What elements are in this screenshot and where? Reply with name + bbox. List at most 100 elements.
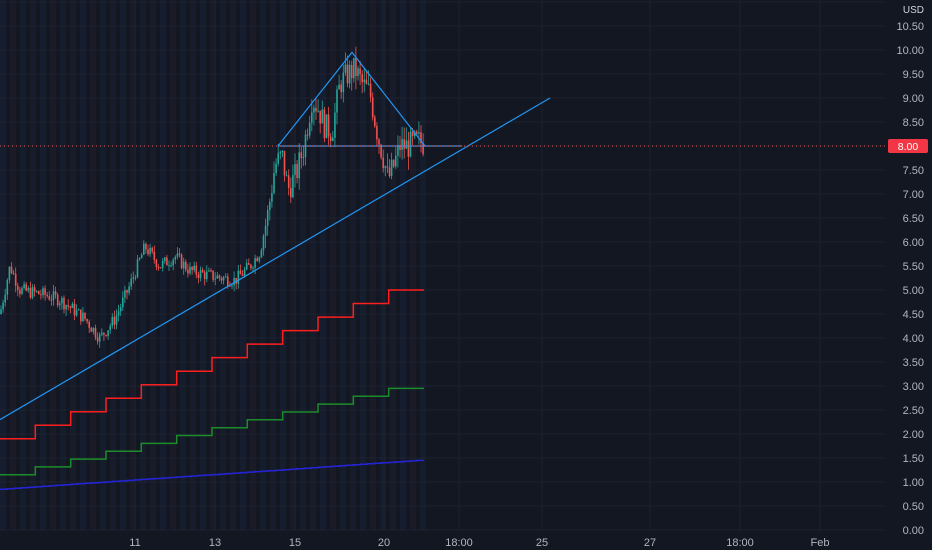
session-band — [330, 0, 336, 530]
candle-body — [2, 302, 4, 310]
candle-body — [113, 316, 116, 325]
candle-body — [77, 309, 80, 311]
candle-body — [31, 287, 34, 298]
candle-body — [201, 270, 204, 273]
candle-body — [271, 193, 273, 202]
session-band — [230, 0, 236, 530]
candle-body — [390, 159, 393, 176]
y-tick-label: 2.50 — [903, 405, 924, 417]
session-band — [420, 0, 426, 530]
y-tick-label: 3.50 — [903, 357, 924, 369]
x-tick-label: 18:00 — [445, 537, 473, 549]
candle-body — [323, 109, 326, 139]
session-band — [270, 0, 276, 530]
candle-body — [80, 309, 82, 322]
candle-body — [418, 132, 420, 134]
candle-body — [334, 112, 336, 138]
session-band — [400, 0, 406, 530]
price-badge-label: 8.00 — [898, 141, 919, 153]
candle-body — [298, 152, 300, 179]
session-band — [370, 0, 376, 530]
candle-body — [143, 243, 145, 255]
candle-body — [206, 271, 208, 280]
candle-body — [300, 152, 303, 159]
candle-body — [140, 254, 143, 259]
candle-body — [411, 131, 414, 137]
candle-body — [269, 201, 271, 211]
candle-body — [35, 291, 38, 293]
candle-body — [191, 266, 193, 271]
candle-body — [109, 325, 111, 331]
candle-body — [220, 277, 223, 281]
candle-body — [409, 131, 412, 157]
candle-body — [52, 291, 55, 300]
session-band — [210, 0, 216, 530]
candle-body — [277, 153, 279, 164]
session-band — [240, 0, 246, 530]
candle-body — [126, 290, 128, 293]
x-tick-label: 11 — [129, 537, 140, 549]
candle-body — [130, 278, 132, 287]
candle-body — [145, 243, 147, 250]
price-axis[interactable]: USD 0.00 0.50 1.00 1.50 2.00 2.50 3.00 3.50 4.00… — [886, 0, 932, 550]
triangle-pattern[interactable] — [277, 51, 426, 147]
candle-body — [180, 254, 183, 269]
candle-body — [172, 259, 174, 266]
session-band — [100, 0, 106, 530]
candle-body — [344, 64, 347, 73]
session-band — [0, 0, 6, 530]
candle-body — [294, 164, 296, 175]
candle-body — [166, 257, 168, 266]
session-band — [90, 0, 96, 530]
candle-body — [65, 305, 67, 310]
candle-body — [197, 274, 200, 278]
session-band — [130, 0, 136, 530]
candle-body — [313, 107, 315, 113]
candle-body — [264, 225, 267, 236]
candle-body — [231, 285, 233, 287]
x-tick-label: 15 — [289, 537, 301, 549]
candle-body — [340, 84, 342, 93]
candle-body — [94, 327, 97, 338]
candle-body — [218, 275, 221, 278]
candle-body — [82, 312, 84, 322]
candle-body — [357, 68, 359, 77]
candle-body — [248, 263, 250, 265]
y-tick-label: 0.00 — [903, 525, 924, 537]
y-tick-label: 3.00 — [903, 381, 924, 393]
x-tick-label: 25 — [536, 537, 548, 549]
time-axis[interactable]: 11 13 15 20 18:00 25 27 18:00 Feb — [129, 537, 829, 549]
y-tick-label: 6.00 — [903, 237, 924, 249]
candle-body — [193, 265, 195, 271]
candle-body — [105, 334, 107, 336]
candle-body — [153, 251, 156, 260]
candle-body — [237, 270, 240, 284]
trendline[interactable] — [0, 97, 551, 421]
session-band — [150, 0, 156, 530]
candle-body — [382, 157, 384, 169]
candle-body — [281, 150, 284, 152]
candle-body — [350, 64, 353, 79]
candle-body — [0, 309, 2, 314]
candle-body — [147, 249, 149, 255]
candle-body — [136, 259, 139, 278]
candle-body — [317, 110, 319, 112]
candle-body — [266, 210, 269, 226]
candle-body — [21, 288, 23, 294]
session-band — [250, 0, 256, 530]
y-tick-label: 2.00 — [903, 429, 924, 441]
candle-body — [48, 296, 51, 300]
candle-body — [258, 257, 261, 262]
grid-lines — [0, 0, 885, 531]
session-band — [390, 0, 396, 530]
session-band — [140, 0, 146, 530]
candle-body — [405, 140, 408, 149]
current-price-badge: 8.00 — [888, 139, 928, 153]
y-tick-label: 0.50 — [903, 501, 924, 513]
candle-body — [101, 332, 103, 335]
candle-body — [17, 285, 19, 290]
candle-body — [403, 139, 405, 149]
candle-body — [19, 289, 21, 294]
candle-body — [185, 261, 187, 270]
